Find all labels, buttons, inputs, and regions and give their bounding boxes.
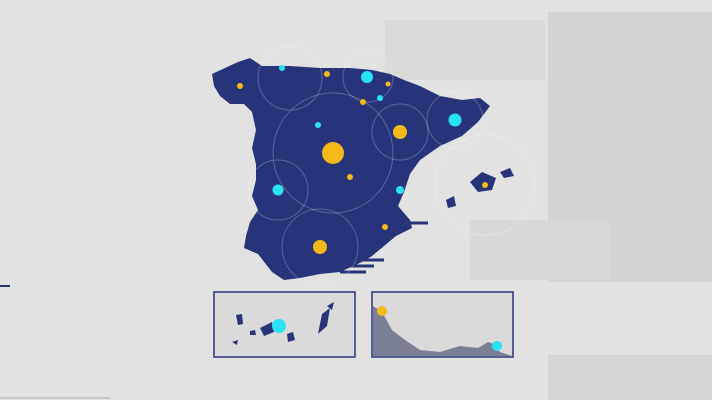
background-panel — [470, 220, 610, 280]
decor-lines — [0, 285, 110, 399]
marker-yellow[interactable] — [313, 240, 327, 254]
marker-yellow[interactable] — [237, 83, 243, 89]
marker-yellow[interactable] — [382, 224, 388, 230]
inset-canary-islands — [213, 291, 356, 358]
marker-cyan[interactable] — [315, 122, 321, 128]
background-panel — [385, 20, 545, 80]
marker-cyan[interactable] — [377, 95, 383, 101]
spain-mainland — [212, 58, 490, 280]
marker-cyan[interactable] — [361, 71, 373, 83]
marker-yellow[interactable] — [360, 99, 366, 105]
marker-yellow[interactable] — [377, 306, 387, 316]
radius-circles — [247, 45, 536, 286]
markers — [237, 65, 488, 254]
marker-cyan[interactable] — [492, 341, 502, 351]
marker-cyan[interactable] — [279, 65, 285, 71]
coast-lines — [340, 221, 428, 274]
marker-yellow[interactable] — [393, 125, 407, 139]
marker-yellow[interactable] — [347, 174, 353, 180]
marker-yellow[interactable] — [482, 182, 488, 188]
marker-yellow[interactable] — [324, 71, 330, 77]
background-panel — [548, 355, 712, 400]
marker-cyan[interactable] — [272, 319, 286, 333]
marker-yellow[interactable] — [385, 81, 391, 87]
marker-cyan[interactable] — [272, 184, 284, 196]
marker-yellow[interactable] — [322, 142, 344, 164]
marker-cyan[interactable] — [448, 113, 462, 127]
inset-ceuta-melilla — [371, 291, 514, 358]
balearic-islands — [446, 168, 514, 208]
marker-cyan[interactable] — [396, 186, 404, 194]
